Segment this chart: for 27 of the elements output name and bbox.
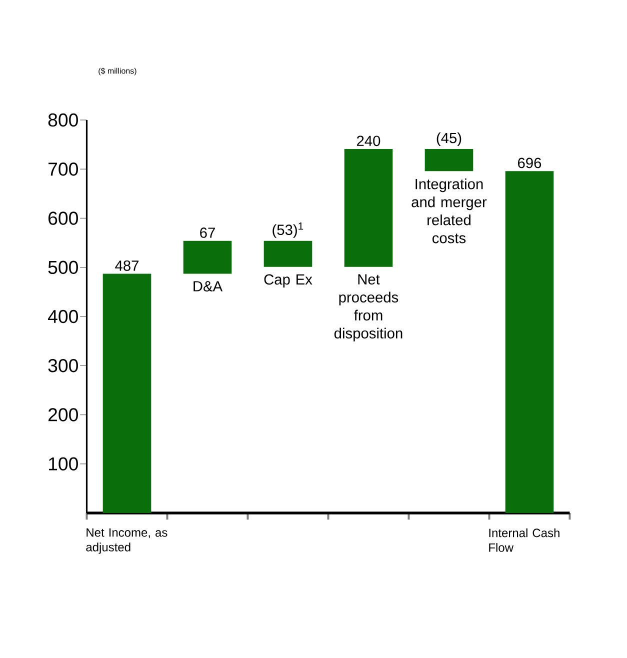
- bar: [183, 240, 232, 274]
- bar: [505, 171, 554, 513]
- x-tick-label: D&A: [194, 281, 223, 292]
- x-tick-label: Internal Cash Flow: [489, 528, 560, 552]
- bar: [424, 149, 474, 172]
- data-label: (53)$^{1}$: [272, 222, 304, 238]
- y-tick-label: 100: [48, 457, 78, 470]
- x-tick-label: Net proceeds from disposition: [334, 274, 402, 342]
- y-tick-label: 700: [48, 162, 78, 176]
- data-label: 240: [356, 136, 380, 146]
- data-label: (45): [436, 132, 462, 146]
- bar: [102, 274, 152, 513]
- y-tick-label: 600: [48, 212, 78, 225]
- data-label: 696: [518, 158, 542, 168]
- data-label: 67: [200, 228, 215, 238]
- x-tick-label: Cap Ex: [264, 274, 312, 288]
- bar: [344, 149, 393, 267]
- y-tick-label: 400: [48, 310, 78, 324]
- y-axis-title: ($ millions): [98, 68, 136, 76]
- y-tick-label: 800: [48, 113, 78, 127]
- x-tick-label: Integration and merger related costs: [412, 178, 487, 244]
- y-tick-label: 200: [48, 408, 78, 422]
- y-tick-label: 300: [48, 359, 78, 372]
- y-tick-label: 500: [48, 260, 78, 274]
- data-label: 487: [115, 260, 138, 271]
- x-tick-label: Net Income, as adjusted: [86, 528, 168, 554]
- bar: [264, 240, 312, 267]
